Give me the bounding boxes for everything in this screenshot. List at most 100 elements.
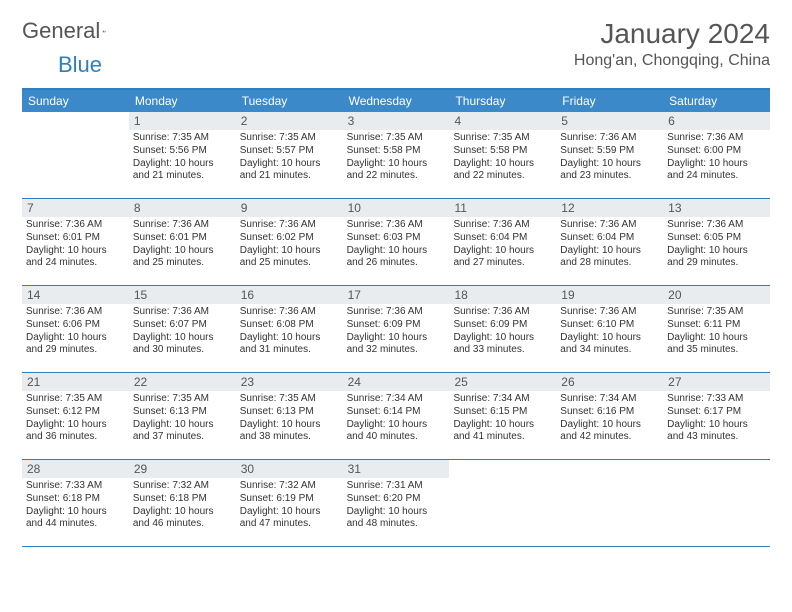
month-title: January 2024 [574,18,770,50]
daylight-text: Daylight: 10 hours and 36 minutes. [26,419,125,445]
day-number: 29 [129,460,236,478]
day-body: Sunrise: 7:36 AMSunset: 6:09 PMDaylight:… [343,304,450,361]
day-cell: 10Sunrise: 7:36 AMSunset: 6:03 PMDayligh… [343,199,450,285]
sunrise-text: Sunrise: 7:36 AM [667,132,766,145]
sunset-text: Sunset: 6:13 PM [133,406,232,419]
day-cell: 1Sunrise: 7:35 AMSunset: 5:56 PMDaylight… [129,112,236,198]
daylight-text: Daylight: 10 hours and 43 minutes. [667,419,766,445]
sunset-text: Sunset: 6:01 PM [26,232,125,245]
sunset-text: Sunset: 6:07 PM [133,319,232,332]
day-cell: 28Sunrise: 7:33 AMSunset: 6:18 PMDayligh… [22,460,129,546]
day-body: Sunrise: 7:35 AMSunset: 5:57 PMDaylight:… [236,130,343,187]
sunrise-text: Sunrise: 7:34 AM [453,393,552,406]
sunrise-text: Sunrise: 7:34 AM [560,393,659,406]
day-body: Sunrise: 7:36 AMSunset: 5:59 PMDaylight:… [556,130,663,187]
day-body [449,478,556,484]
day-number: 8 [129,199,236,217]
day-number: 16 [236,286,343,304]
day-body [556,478,663,484]
logo-text-1: General [22,18,100,44]
day-number: 3 [343,112,450,130]
daylight-text: Daylight: 10 hours and 29 minutes. [26,332,125,358]
weekday-thu: Thursday [449,90,556,112]
day-number: 12 [556,199,663,217]
daylight-text: Daylight: 10 hours and 23 minutes. [560,158,659,184]
day-number: 27 [663,373,770,391]
day-cell: 8Sunrise: 7:36 AMSunset: 6:01 PMDaylight… [129,199,236,285]
day-number: 20 [663,286,770,304]
day-number: 21 [22,373,129,391]
day-number: 22 [129,373,236,391]
day-number: 24 [343,373,450,391]
day-number: 1 [129,112,236,130]
sunset-text: Sunset: 6:12 PM [26,406,125,419]
day-body: Sunrise: 7:35 AMSunset: 6:13 PMDaylight:… [129,391,236,448]
day-cell: 29Sunrise: 7:32 AMSunset: 6:18 PMDayligh… [129,460,236,546]
day-cell: 4Sunrise: 7:35 AMSunset: 5:58 PMDaylight… [449,112,556,198]
week-row: 7 Sunrise: 7:36 AM Sunset: 6:01 PMDaylight… [22,199,770,286]
day-body: Sunrise: 7:31 AMSunset: 6:20 PMDaylight:… [343,478,450,535]
daylight-text: Daylight: 10 hours and 41 minutes. [453,419,552,445]
day-number: 15 [129,286,236,304]
daylight-text: Daylight: 10 hours and 47 minutes. [240,506,339,532]
sunset-text: Sunset: 6:04 PM [453,232,552,245]
sunrise-text: Sunrise: 7:33 AM [26,480,125,493]
sunrise-text: Sunrise: 7:36 AM [560,219,659,232]
day-number [22,112,129,130]
sunrise-text: Sunrise: 7:36 AM [347,306,446,319]
day-cell: 15Sunrise: 7:36 AMSunset: 6:07 PMDayligh… [129,286,236,372]
day-cell: 19Sunrise: 7:36 AMSunset: 6:10 PMDayligh… [556,286,663,372]
sunset-text: Sunset: 6:04 PM [560,232,659,245]
day-cell: 6Sunrise: 7:36 AMSunset: 6:00 PMDaylight… [663,112,770,198]
day-number: 9 [236,199,343,217]
sunset-text: Sunset: 5:59 PM [560,145,659,158]
day-number: 17 [343,286,450,304]
daylight-text: Daylight: 10 hours and 22 minutes. [453,158,552,184]
day-body [22,130,129,136]
day-body: Sunrise: 7:36 AMSunset: 6:09 PMDaylight:… [449,304,556,361]
sunrise-text: Sunrise: 7:36 AM [560,132,659,145]
day-number: 31 [343,460,450,478]
daylight-text: Daylight: 10 hours and 24 minutes. [26,245,125,271]
day-number [556,460,663,478]
day-number: 25 [449,373,556,391]
day-cell: 27Sunrise: 7:33 AMSunset: 6:17 PMDayligh… [663,373,770,459]
sunrise-text: Sunrise: 7:35 AM [133,132,232,145]
sunrise-text: Sunrise: 7:36 AM [133,219,232,232]
daylight-text: Daylight: 10 hours and 31 minutes. [240,332,339,358]
week-row: 21Sunrise: 7:35 AMSunset: 6:12 PMDayligh… [22,373,770,460]
sunrise-text: Sunrise: 7:35 AM [347,132,446,145]
day-body: Sunrise: 7:34 AMSunset: 6:14 PMDaylight:… [343,391,450,448]
sunrise-text: Sunrise: 7:35 AM [240,393,339,406]
day-number: 7 [22,199,129,217]
day-number: 28 [22,460,129,478]
day-cell [556,460,663,546]
day-body: Sunrise: 7:36 AMSunset: 6:04 PMDaylight:… [556,217,663,274]
sunrise-text: Sunrise: 7:32 AM [240,480,339,493]
day-cell: 21 Sunrise: 7:35 AMSunset: 6:12 PMDayligh… [22,373,129,459]
weekday-header-row: Sunday Monday Tuesday Wednesday Thursday… [22,90,770,112]
day-cell: 26Sunrise: 7:34 AMSunset: 6:16 PMDayligh… [556,373,663,459]
daylight-text: Daylight: 10 hours and 22 minutes. [347,158,446,184]
sunset-text: Sunset: 6:00 PM [667,145,766,158]
day-body: Sunrise: 7:36 AMSunset: 6:00 PMDaylight:… [663,130,770,187]
day-cell: 11Sunrise: 7:36 AMSunset: 6:04 PMDayligh… [449,199,556,285]
day-number [663,460,770,478]
sunset-text: Sunset: 5:57 PM [240,145,339,158]
daylight-text: Daylight: 10 hours and 35 minutes. [667,332,766,358]
day-cell [449,460,556,546]
day-number: 4 [449,112,556,130]
day-body: Sunrise: 7:36 AMSunset: 6:10 PMDaylight:… [556,304,663,361]
day-number: 2 [236,112,343,130]
day-cell: 9Sunrise: 7:36 AMSunset: 6:02 PMDaylight… [236,199,343,285]
sunrise-text: Sunrise: 7:35 AM [26,393,125,406]
day-body: Sunrise: 7:32 AMSunset: 6:19 PMDaylight:… [236,478,343,535]
day-number: 26 [556,373,663,391]
day-cell: 22Sunrise: 7:35 AMSunset: 6:13 PMDayligh… [129,373,236,459]
week-row: 1Sunrise: 7:35 AMSunset: 5:56 PMDaylight… [22,112,770,199]
day-number: 5 [556,112,663,130]
day-cell: 18Sunrise: 7:36 AMSunset: 6:09 PMDayligh… [449,286,556,372]
sunrise-text: Sunrise: 7:36 AM [453,219,552,232]
day-cell: 23Sunrise: 7:35 AMSunset: 6:13 PMDayligh… [236,373,343,459]
day-body: Sunrise: 7:33 AMSunset: 6:18 PMDaylight:… [22,478,129,535]
